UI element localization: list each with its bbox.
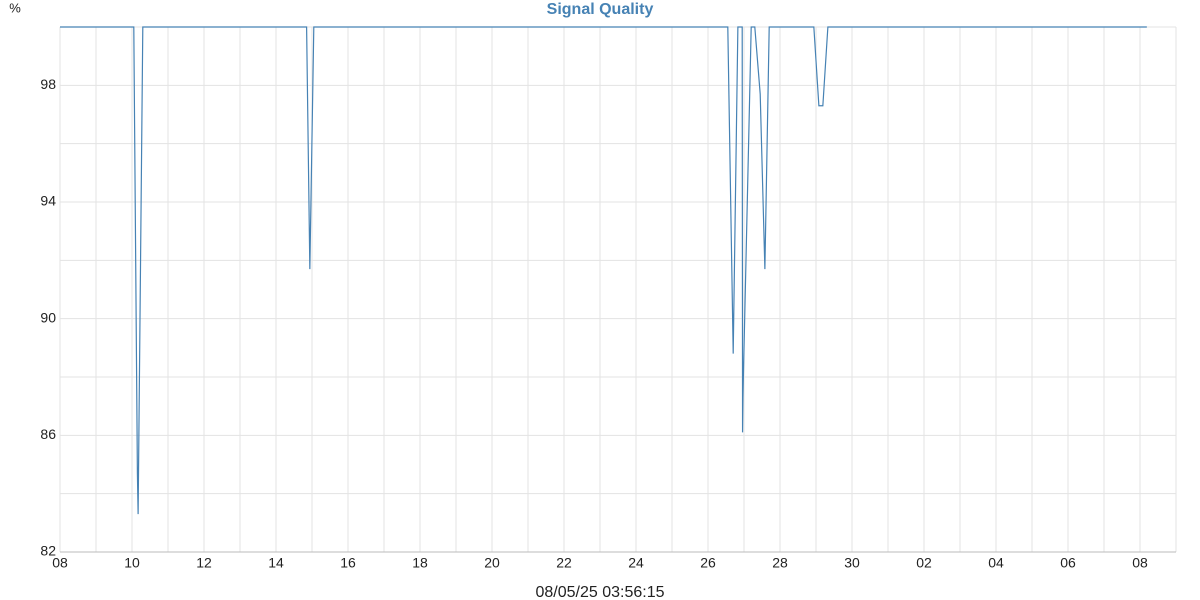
x-tick-label: 16 bbox=[340, 555, 356, 571]
x-tick-label: 18 bbox=[412, 555, 428, 571]
data-line bbox=[60, 26, 1147, 515]
x-tick-label: 26 bbox=[700, 555, 716, 571]
x-tick-label: 08 bbox=[1132, 555, 1148, 571]
chart-title: Signal Quality bbox=[547, 1, 654, 18]
y-axis-label: % bbox=[9, 0, 21, 15]
x-tick-label: 10 bbox=[124, 555, 140, 571]
x-tick-label: 02 bbox=[916, 555, 932, 571]
x-tick-label: 22 bbox=[556, 555, 572, 571]
y-tick-label: 82 bbox=[40, 543, 56, 559]
y-tick-label: 86 bbox=[40, 426, 56, 442]
x-tick-label: 12 bbox=[196, 555, 212, 571]
x-tick-label: 20 bbox=[484, 555, 500, 571]
x-tick-label: 08 bbox=[52, 555, 68, 571]
y-tick-label: 94 bbox=[40, 193, 56, 209]
y-tick-label: 98 bbox=[40, 76, 56, 92]
x-tick-label: 30 bbox=[844, 555, 860, 571]
x-axis-label: 08/05/25 03:56:15 bbox=[535, 584, 664, 600]
x-tick-label: 14 bbox=[268, 555, 284, 571]
x-tick-label: 06 bbox=[1060, 555, 1076, 571]
x-tick-label: 04 bbox=[988, 555, 1004, 571]
y-tick-label: 90 bbox=[40, 309, 56, 325]
x-tick-label: 24 bbox=[628, 555, 644, 571]
x-tick-label: 28 bbox=[772, 555, 788, 571]
